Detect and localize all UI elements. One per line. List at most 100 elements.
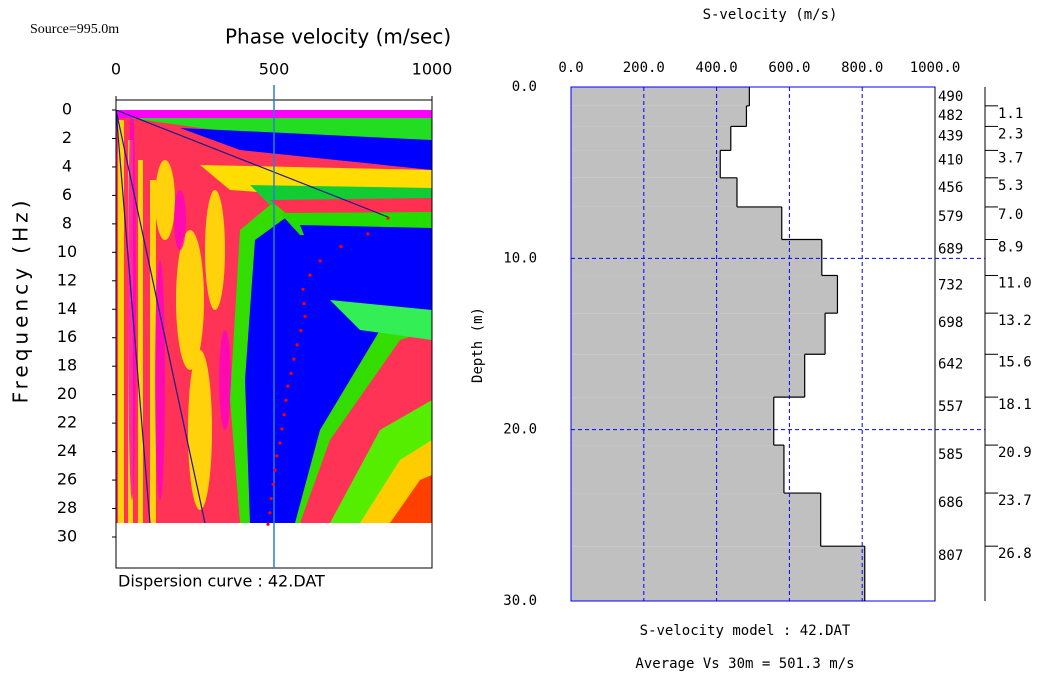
- y-tick-label: 18: [57, 356, 77, 375]
- layer: [571, 546, 865, 601]
- y-tick-label: 4: [62, 156, 72, 175]
- profile: [571, 87, 865, 601]
- y-tick-label: 16: [57, 327, 77, 346]
- velocity-label: 482: [938, 108, 963, 124]
- y-tick-label: 30: [57, 527, 77, 546]
- layer: [571, 275, 838, 314]
- layer: [571, 354, 805, 398]
- data-point: [289, 371, 293, 375]
- velocity-label: 807: [938, 548, 963, 564]
- y-tick-label: 24: [57, 441, 77, 460]
- depth-label: 20.9: [998, 445, 1032, 461]
- layer: [571, 150, 721, 178]
- layer: [571, 445, 784, 494]
- layer: [571, 397, 774, 446]
- velocity-label: 439: [938, 128, 963, 144]
- data-point: [301, 287, 305, 291]
- data-point: [386, 216, 390, 220]
- data-point: [295, 343, 299, 347]
- depth-label: 26.8: [998, 546, 1032, 562]
- data-point: [275, 454, 279, 458]
- x-tick-label: 200.0: [623, 60, 665, 76]
- data-point: [302, 301, 306, 306]
- depth-label: 11.0: [998, 275, 1032, 291]
- x-tick-label: 400.0: [696, 60, 738, 76]
- velocity-label: 579: [938, 209, 963, 225]
- data-point: [269, 496, 273, 501]
- y-tick-label: 22: [57, 413, 77, 432]
- x-tick-label: 1000: [412, 60, 453, 79]
- depth-label: 5.3: [998, 178, 1023, 194]
- velocity-label: 456: [938, 180, 963, 196]
- data-point: [339, 245, 343, 249]
- velocity-label: 686: [938, 495, 963, 511]
- y-tick-label: 30.0: [503, 593, 537, 609]
- data-point: [282, 412, 286, 417]
- y-axis-label: Frequency (Hz): [9, 197, 33, 404]
- layer: [571, 87, 750, 106]
- note: Average Vs 30m = 501.3 m/s: [635, 656, 854, 672]
- velocity-label: 410: [938, 152, 963, 168]
- y-tick-label: 6: [62, 185, 72, 204]
- x-tick-label: 800.0: [841, 60, 883, 76]
- layer: [571, 239, 822, 276]
- y-tick-label: 0: [62, 100, 72, 119]
- data-point: [273, 468, 277, 472]
- velocity-label: 642: [938, 356, 963, 372]
- y-tick-label: 12: [57, 270, 77, 289]
- layer: [571, 177, 737, 207]
- x-axis-label: Phase velocity (m/sec): [225, 25, 451, 49]
- data-point: [366, 232, 370, 236]
- data-point: [268, 511, 272, 515]
- y-tick-label: 28: [57, 498, 77, 517]
- x-tick-label: 0.0: [558, 60, 583, 76]
- data-point: [280, 427, 284, 431]
- y-tick-label: 10: [57, 242, 77, 261]
- velocity-label: 557: [938, 399, 963, 415]
- layer: [571, 126, 731, 151]
- x-tick-label: 500: [259, 60, 290, 79]
- velocity-label: 698: [938, 315, 963, 331]
- data-point: [318, 259, 322, 263]
- y-tick-label: 20: [57, 384, 77, 403]
- y-axis-label: Depth (m): [470, 307, 486, 383]
- velocity-label: 585: [938, 447, 963, 463]
- caption: S-velocity model : 42.DAT: [640, 623, 851, 639]
- layer: [571, 105, 747, 127]
- x-tick-label: 1000.0: [910, 60, 961, 76]
- y-tick-label: 26: [57, 470, 77, 489]
- caption: Dispersion curve : 42.DAT: [118, 572, 325, 591]
- x-tick-label: 0: [111, 60, 121, 79]
- y-tick-label: 14: [57, 299, 77, 318]
- depth-label: 8.9: [998, 239, 1023, 255]
- data-point: [266, 522, 270, 526]
- depth-label: 18.1: [998, 397, 1032, 413]
- data-point: [303, 314, 307, 318]
- layer: [571, 493, 821, 547]
- velocity-label: 689: [938, 241, 963, 257]
- depth-label: 15.6: [998, 354, 1032, 370]
- depth-label: 2.3: [998, 126, 1023, 142]
- depth-label: 13.2: [998, 313, 1032, 329]
- depth-label: 1.1: [998, 106, 1023, 122]
- x-tick-label: 600.0: [768, 60, 810, 76]
- layer: [571, 206, 782, 240]
- chart-title: S-velocity (m/s): [703, 7, 838, 23]
- velocity-label: 732: [938, 277, 963, 293]
- annotation: Source=995.0m: [30, 22, 119, 37]
- y-tick-label: 8: [62, 213, 72, 232]
- data-point: [292, 357, 296, 361]
- data-point: [308, 273, 312, 277]
- data-point: [271, 482, 275, 486]
- depth-label: 7.0: [998, 207, 1023, 223]
- data-point: [278, 441, 282, 445]
- y-tick-label: 20.0: [503, 422, 537, 438]
- depth-label: 23.7: [998, 493, 1032, 509]
- y-tick-label: 0.0: [512, 79, 537, 95]
- y-tick-label: 10.0: [503, 250, 537, 266]
- data-point: [284, 398, 288, 402]
- data-point: [299, 329, 303, 333]
- depth-label: 3.7: [998, 150, 1023, 166]
- y-tick-label: 2: [62, 128, 72, 147]
